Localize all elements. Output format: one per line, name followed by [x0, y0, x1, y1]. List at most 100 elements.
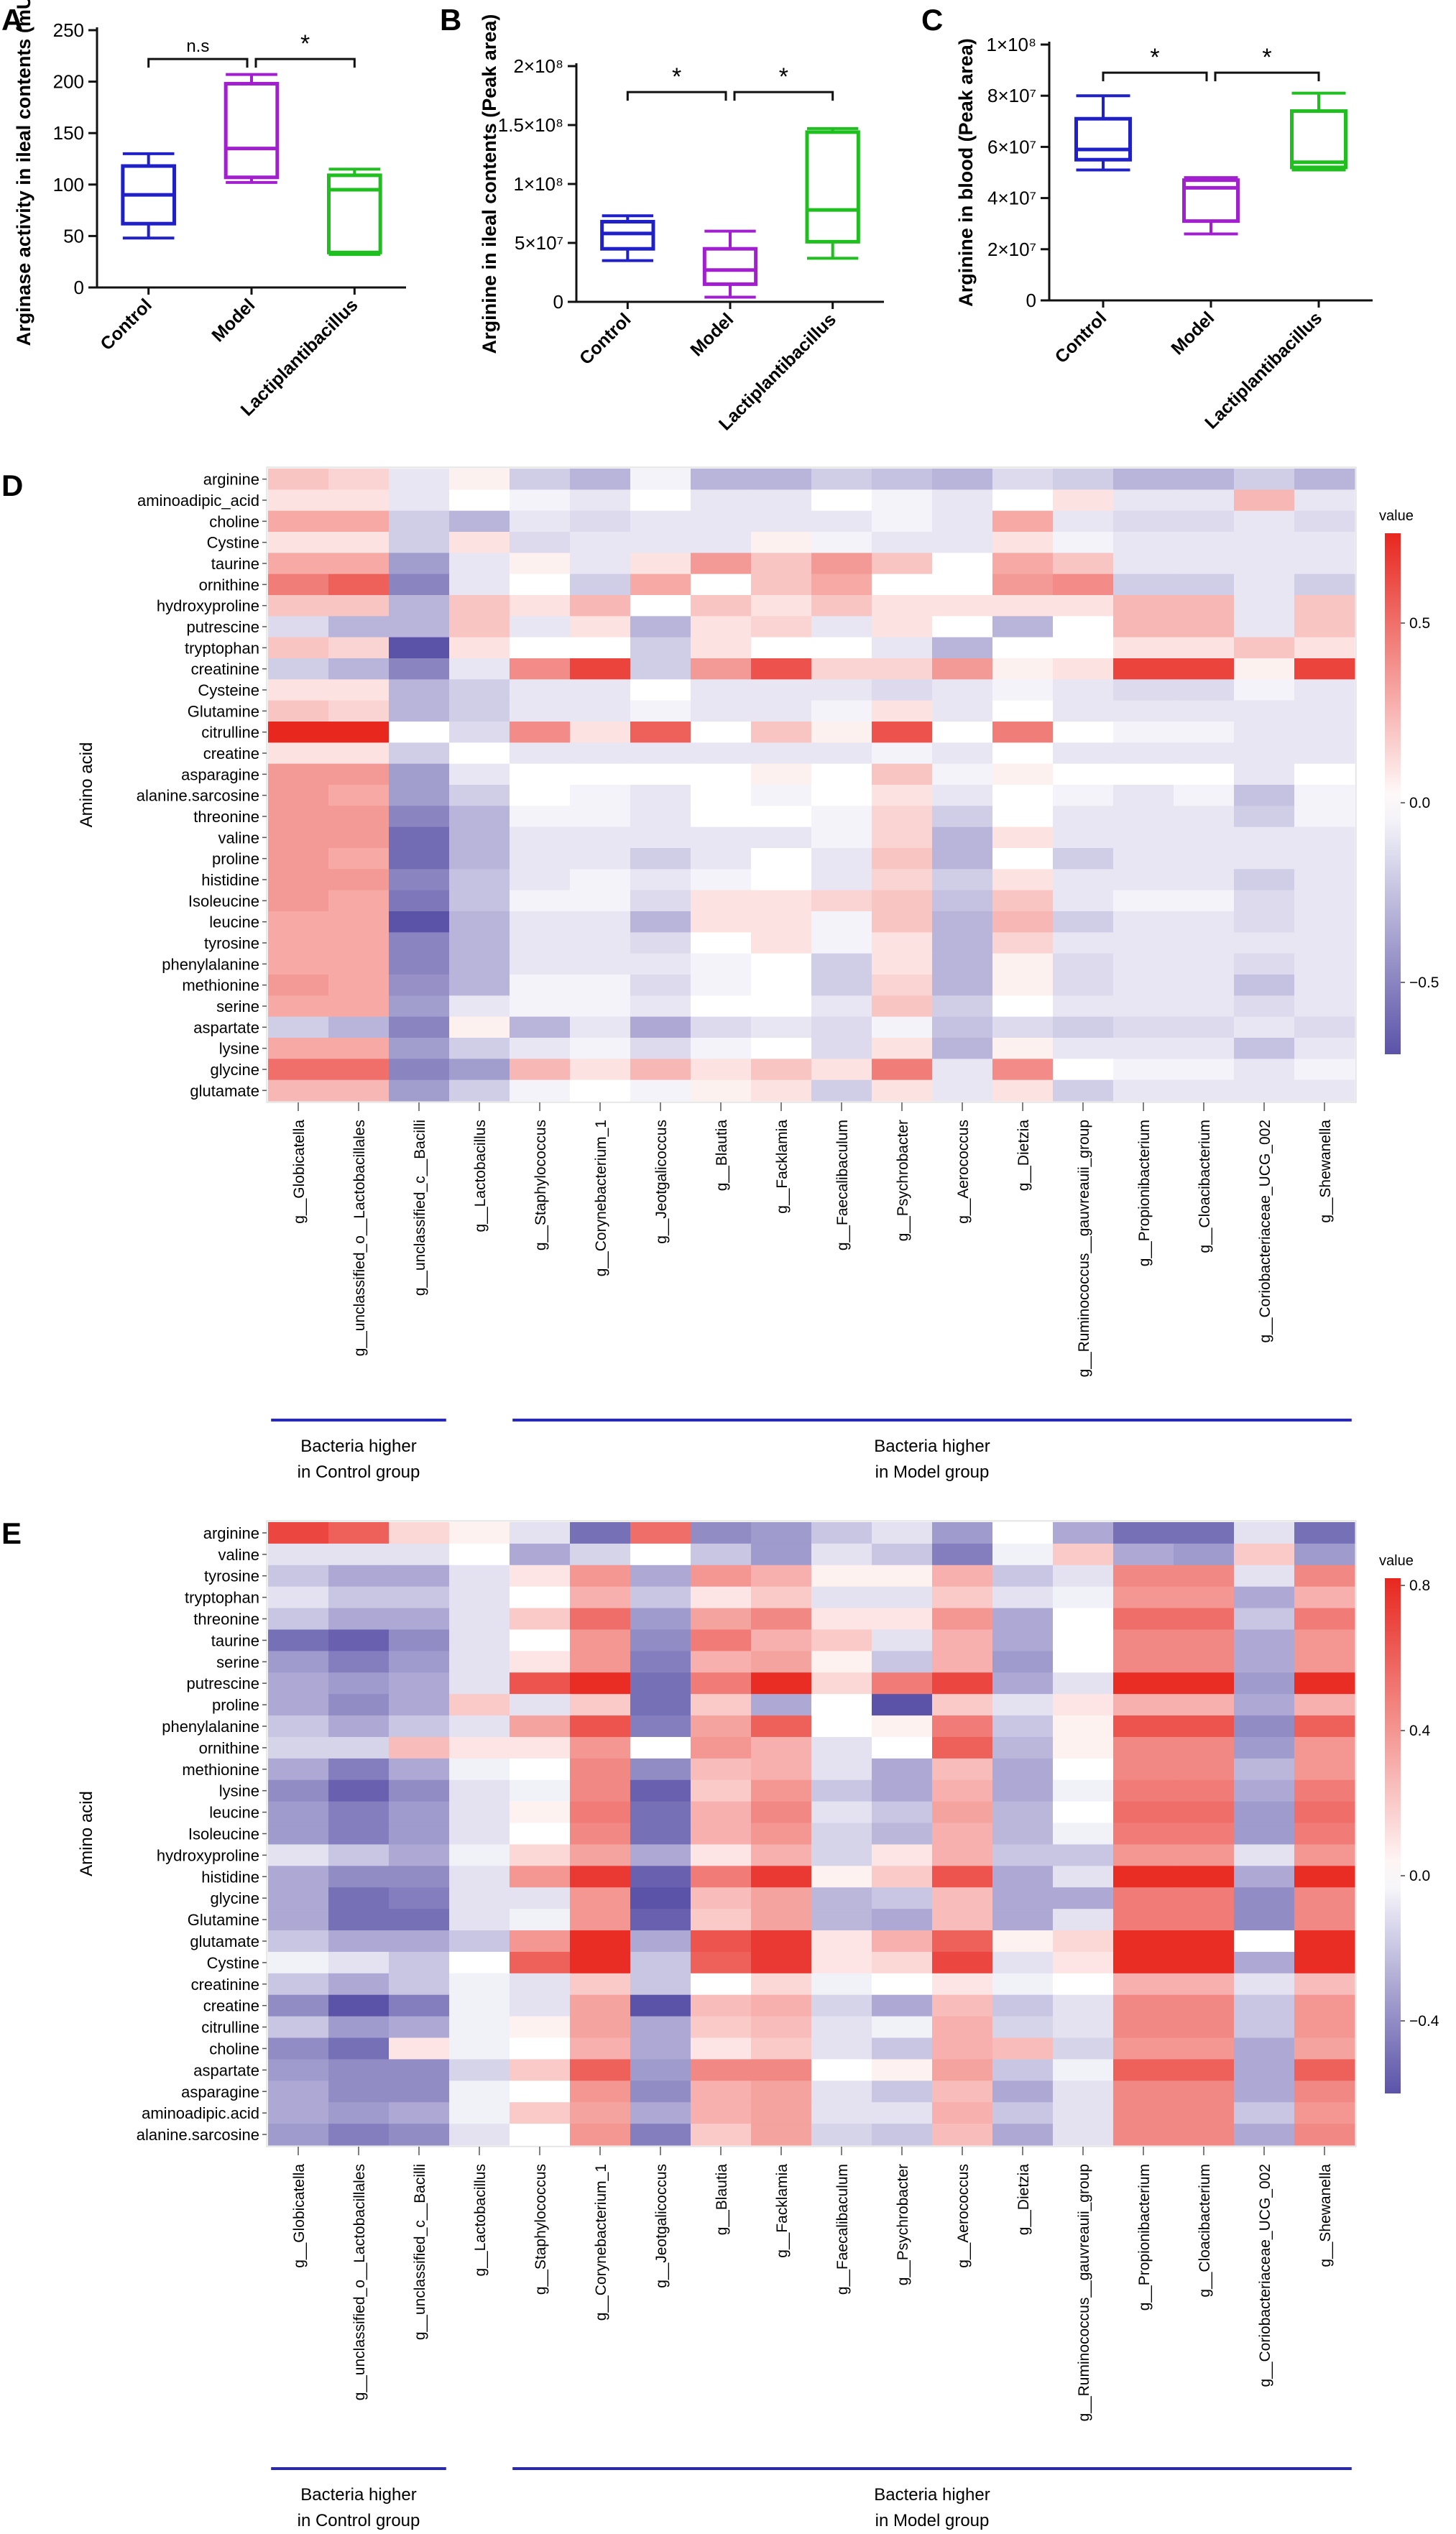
heatmap-cell: [328, 2037, 390, 2060]
heatmap-cell: [691, 722, 752, 743]
heatmap-cell: [1294, 890, 1355, 912]
heatmap-cell: [328, 1866, 390, 1888]
heatmap-cell: [751, 1736, 812, 1759]
y-tick-label: 100: [53, 174, 84, 195]
heatmap-cell: [751, 658, 812, 680]
heatmap-cell: [691, 1651, 752, 1673]
heatmap-cell: [328, 2102, 390, 2124]
heatmap-cell: [449, 2037, 510, 2060]
heatmap-cell: [268, 1887, 329, 1909]
heatmap-cell: [992, 489, 1054, 512]
heatmap-cell: [691, 932, 752, 954]
heatmap-cell: [992, 1629, 1054, 1651]
heatmap-cell: [932, 1543, 993, 1566]
heatmap-cell: [570, 1844, 631, 1866]
heatmap-cell: [389, 1651, 450, 1673]
y-axis-label: Amino acid: [77, 1791, 96, 1876]
heatmap-cell: [449, 2059, 510, 2081]
box-model: [224, 73, 280, 184]
heatmap-cell: [389, 742, 450, 765]
heatmap-cell: [1174, 869, 1235, 891]
heatmap-cell: [1053, 826, 1114, 849]
heatmap-cell: [932, 1038, 993, 1059]
heatmap-cell: [389, 679, 450, 701]
heatmap-cell: [328, 2081, 390, 2103]
heatmap-cell: [1174, 1866, 1235, 1888]
heatmap-cell: [992, 806, 1054, 828]
heatmap-cell: [630, 658, 691, 680]
heatmap-cell: [570, 763, 631, 785]
heatmap-cell: [389, 489, 450, 512]
heatmap-cell: [932, 2081, 993, 2103]
heatmap-cell: [570, 1543, 631, 1566]
heatmap-cell: [570, 806, 631, 828]
row-label: tyrosine: [204, 1567, 259, 1585]
heatmap-cell: [1053, 1779, 1114, 1802]
heatmap-cell: [510, 573, 571, 596]
heatmap-cell: [389, 2102, 450, 2124]
heatmap-cell: [1234, 1844, 1295, 1866]
heatmap-cell: [328, 785, 390, 806]
heatmap-cell: [1053, 1801, 1114, 1824]
heatmap-cell: [811, 1079, 872, 1102]
heatmap-cell: [328, 1522, 390, 1544]
heatmap-cell: [1234, 848, 1295, 870]
heatmap-cell: [630, 616, 691, 638]
heatmap-cell: [449, 2124, 510, 2146]
panel-c-letter: C: [921, 3, 943, 37]
heatmap-cell: [449, 1038, 510, 1059]
heatmap-cell: [328, 826, 390, 849]
heatmap-cell: [751, 2059, 812, 2081]
heatmap-cell: [1113, 1586, 1174, 1609]
heatmap-cell: [992, 1672, 1054, 1695]
heatmap-cell: [932, 658, 993, 680]
group-label-line1: Bacteria higher: [300, 2485, 416, 2505]
heatmap-cell: [1174, 1930, 1235, 1953]
heatmap-cell: [872, 532, 933, 553]
heatmap-cell: [1174, 722, 1235, 743]
heatmap-cell: [449, 1586, 510, 1609]
heatmap-cell: [1234, 975, 1295, 996]
row-label: threonine: [193, 808, 259, 826]
heatmap-cell: [872, 1758, 933, 1781]
heatmap-cell: [449, 1543, 510, 1566]
heatmap-cell: [328, 1930, 390, 1953]
heatmap-cell: [811, 890, 872, 912]
heatmap-cell: [268, 1608, 329, 1630]
heatmap-cell: [1174, 785, 1235, 806]
panel-b-letter: B: [440, 3, 461, 37]
box-control: [600, 214, 655, 262]
heatmap-cell: [328, 1016, 390, 1038]
heatmap-cell: [751, 616, 812, 638]
heatmap-cell: [751, 679, 812, 701]
heatmap-cell: [1113, 890, 1174, 912]
heatmap-cell: [932, 1909, 993, 1931]
group-label-line2: in Control group: [298, 2511, 420, 2530]
heatmap-cell: [630, 1565, 691, 1588]
heatmap-cell: [1234, 532, 1295, 553]
heatmap-cell: [1113, 2102, 1174, 2124]
heatmap-cell: [328, 658, 390, 680]
column-label: g__Dietzia: [1015, 2164, 1032, 2236]
heatmap-cell: [510, 1930, 571, 1953]
column-label: g__Cloacibacterium: [1197, 2164, 1213, 2298]
heatmap-cell: [1113, 489, 1174, 512]
heatmap-cell: [389, 2081, 450, 2103]
heatmap-cell: [872, 553, 933, 575]
heatmap-cell: [872, 848, 933, 870]
heatmap-cell: [751, 510, 812, 533]
heatmap-cell: [1234, 1758, 1295, 1781]
heatmap-cell: [389, 1951, 450, 1974]
heatmap-cell: [268, 1522, 329, 1544]
heatmap-cell: [1234, 1629, 1295, 1651]
heatmap-cell: [328, 1059, 390, 1081]
heatmap-cell: [268, 489, 329, 512]
heatmap-cell: [570, 469, 631, 490]
heatmap-cell: [449, 722, 510, 743]
heatmap-cell: [570, 573, 631, 596]
heatmap-cell: [389, 1059, 450, 1081]
heatmap-cell: [932, 848, 993, 870]
heatmap-cell: [811, 658, 872, 680]
heatmap-cell: [1174, 573, 1235, 596]
